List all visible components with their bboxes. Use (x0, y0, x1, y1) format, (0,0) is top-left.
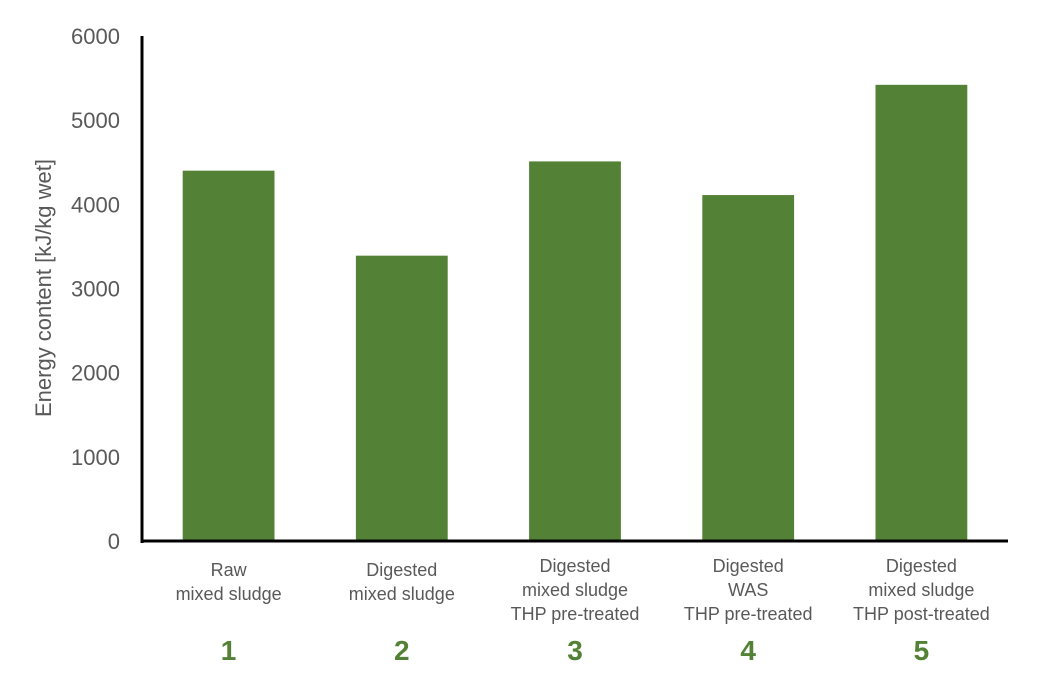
y-tick-labels: 0 1000 2000 3000 4000 5000 6000 (71, 24, 120, 554)
category-label-line: mixed sludge (868, 580, 974, 600)
category-label: Raw mixed sludge (176, 560, 282, 604)
y-tick-label: 2000 (71, 361, 120, 386)
category-label-line: Digested (539, 556, 610, 576)
category-label-line: Digested (886, 556, 957, 576)
category-label-line: mixed sludge (349, 584, 455, 604)
category-label-line: Digested (366, 560, 437, 580)
y-tick-label: 6000 (71, 24, 120, 49)
category-label: Digested mixed sludge THP pre-treated (511, 556, 640, 624)
y-tick-label: 4000 (71, 192, 120, 217)
category-number: 1 (221, 635, 237, 666)
y-tick-label: 1000 (71, 445, 120, 470)
category-label-line: THP post-treated (853, 604, 990, 624)
category-label-line: THP pre-treated (684, 604, 813, 624)
y-tick-label: 0 (108, 529, 120, 554)
category-number: 3 (567, 635, 583, 666)
category-label: Digested mixed sludge (349, 560, 455, 604)
category-label-line: mixed sludge (176, 584, 282, 604)
y-axis-label: Energy content [kJ/kg wet] (31, 159, 56, 417)
category-numbers: 1 2 3 4 5 (221, 635, 929, 666)
category-label-line: WAS (728, 580, 768, 600)
bar-1 (182, 170, 275, 541)
y-tick-label: 3000 (71, 277, 120, 302)
bars (182, 84, 968, 542)
bar-3 (529, 161, 621, 542)
category-number: 4 (740, 635, 756, 666)
category-label-line: Raw (211, 560, 248, 580)
category-label-line: mixed sludge (522, 580, 628, 600)
bar-4 (702, 195, 795, 541)
category-label: Digested mixed sludge THP post-treated (853, 556, 990, 624)
category-number: 2 (394, 635, 410, 666)
category-label-line: THP pre-treated (511, 604, 640, 624)
category-label: Digested WAS THP pre-treated (684, 556, 813, 624)
category-number: 5 (914, 635, 930, 666)
bar-5 (875, 84, 968, 542)
bar-2 (355, 255, 448, 542)
y-tick-label: 5000 (71, 108, 120, 133)
category-label-line: Digested (713, 556, 784, 576)
